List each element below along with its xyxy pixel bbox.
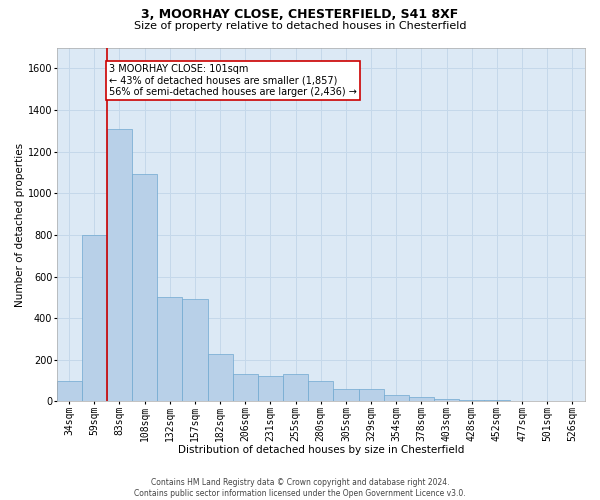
Bar <box>283 374 308 402</box>
Bar <box>434 400 459 402</box>
Bar <box>107 128 132 402</box>
Bar <box>132 174 157 402</box>
Bar <box>157 298 182 402</box>
Y-axis label: Number of detached properties: Number of detached properties <box>15 142 25 306</box>
Text: Contains HM Land Registry data © Crown copyright and database right 2024.
Contai: Contains HM Land Registry data © Crown c… <box>134 478 466 498</box>
Bar <box>258 376 283 402</box>
X-axis label: Distribution of detached houses by size in Chesterfield: Distribution of detached houses by size … <box>178 445 464 455</box>
Text: Size of property relative to detached houses in Chesterfield: Size of property relative to detached ho… <box>134 21 466 31</box>
Bar <box>82 235 107 402</box>
Bar <box>233 374 258 402</box>
Bar <box>383 395 409 402</box>
Text: 3, MOORHAY CLOSE, CHESTERFIELD, S41 8XF: 3, MOORHAY CLOSE, CHESTERFIELD, S41 8XF <box>142 8 458 20</box>
Bar <box>308 380 334 402</box>
Bar <box>334 389 359 402</box>
Bar <box>535 401 560 402</box>
Bar <box>484 400 509 402</box>
Bar <box>509 400 535 402</box>
Bar <box>359 389 383 402</box>
Bar <box>56 380 82 402</box>
Bar <box>459 400 484 402</box>
Bar <box>560 401 585 402</box>
Bar <box>182 300 208 402</box>
Bar <box>409 398 434 402</box>
Text: 3 MOORHAY CLOSE: 101sqm
← 43% of detached houses are smaller (1,857)
56% of semi: 3 MOORHAY CLOSE: 101sqm ← 43% of detache… <box>109 64 357 98</box>
Bar <box>208 354 233 402</box>
